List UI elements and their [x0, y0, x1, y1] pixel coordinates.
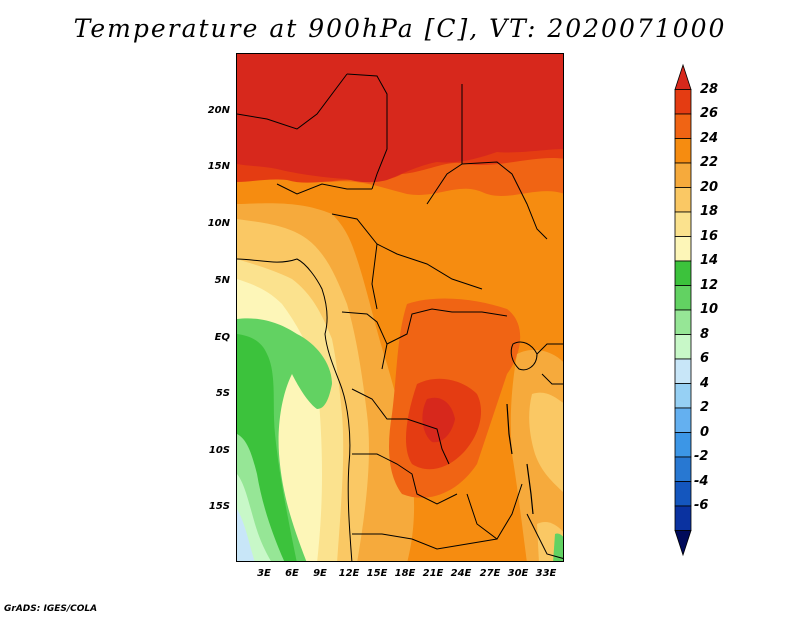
lon-label-27e: 27E — [479, 568, 501, 579]
color-bar-label: 24 — [700, 130, 719, 146]
color-bar-label: 16 — [700, 228, 719, 244]
color-bar-label: 2 — [700, 400, 710, 415]
color-bar-label: -4 — [694, 473, 709, 489]
color-bar-cell — [674, 236, 692, 262]
lon-label-30e: 30E — [507, 568, 529, 579]
color-bar-label: 26 — [700, 106, 719, 121]
color-bar-cell — [674, 456, 692, 482]
color-bar-cell — [674, 187, 692, 213]
color-bar-cell — [674, 309, 692, 335]
color-bar-cell — [674, 481, 692, 507]
lat-label-5n: 5N — [214, 275, 230, 286]
color-bar-label: -2 — [694, 449, 709, 464]
color-bar — [674, 63, 692, 557]
temperature-field — [237, 54, 563, 561]
color-bar-cell — [674, 505, 692, 531]
color-bar-cell — [674, 285, 692, 311]
lat-label-15s: 15S — [208, 501, 230, 512]
color-bar-label: 6 — [700, 351, 710, 366]
lat-label-10s: 10S — [208, 445, 230, 456]
color-bar-cell — [674, 358, 692, 384]
lat-label-15n: 15N — [207, 161, 230, 172]
lat-label-eq: EQ — [214, 332, 230, 343]
color-bar-cell — [674, 260, 692, 286]
lon-label-15e: 15E — [366, 568, 388, 579]
color-bar-label: 12 — [700, 277, 719, 293]
lon-label-9e: 9E — [313, 568, 327, 579]
color-bar-label: 22 — [700, 155, 719, 170]
color-bar-arrow-bottom — [674, 530, 692, 557]
color-bar-cell — [674, 407, 692, 433]
color-bar-label: -6 — [694, 498, 709, 513]
color-bar-label: 4 — [700, 375, 710, 391]
lon-label-3e: 3E — [257, 568, 271, 579]
color-bar-cell — [674, 162, 692, 188]
color-bar-label: 18 — [700, 204, 719, 219]
lat-label-5s: 5S — [215, 388, 230, 399]
color-bar-label: 14 — [700, 253, 719, 268]
color-bar-cell — [674, 383, 692, 409]
lon-label-24e: 24E — [450, 568, 472, 579]
color-bar-label: 10 — [700, 302, 719, 317]
lon-label-12e: 12E — [338, 568, 360, 579]
color-bar-cell — [674, 113, 692, 139]
color-bar-label: 20 — [700, 179, 719, 195]
color-bar-cell — [674, 89, 692, 115]
lat-label-10n: 10N — [207, 218, 230, 229]
color-bar-label: 28 — [700, 81, 719, 97]
lon-label-21e: 21E — [422, 568, 444, 579]
color-bar-cell — [674, 211, 692, 237]
color-bar-label: 8 — [700, 326, 710, 342]
color-bar-cell — [674, 334, 692, 360]
lon-label-33e: 33E — [535, 568, 557, 579]
chart-title: Temperature at 900hPa [C], VT: 202007100… — [73, 14, 727, 43]
color-bar-label: 0 — [700, 424, 710, 440]
credit-text: GrADS: IGES/COLA — [4, 604, 98, 614]
temperature-map — [236, 53, 564, 562]
lon-label-18e: 18E — [394, 568, 416, 579]
lat-label-20n: 20N — [207, 105, 230, 116]
color-bar-arrow-top — [674, 63, 692, 90]
color-bar-cell — [674, 432, 692, 458]
color-bar-cell — [674, 138, 692, 164]
lon-label-6e: 6E — [285, 568, 299, 579]
